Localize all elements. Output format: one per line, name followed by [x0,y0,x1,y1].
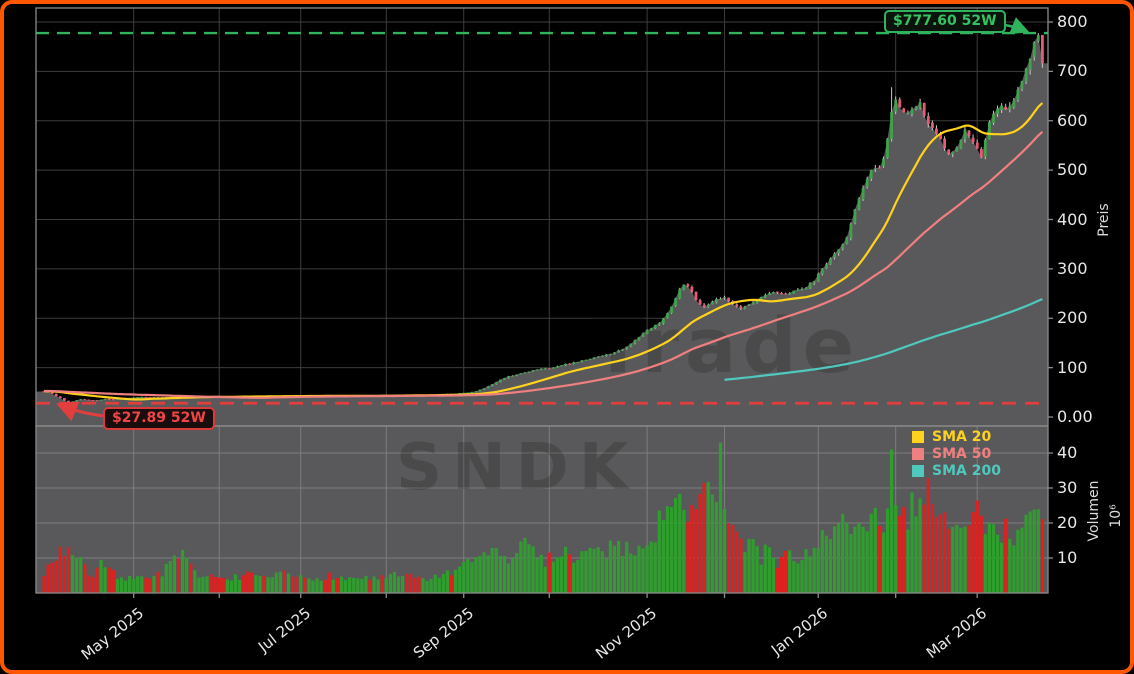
sma50-line [44,130,1044,399]
sma20-swatch-icon [912,430,924,443]
legend-item-sma20: SMA 20 [912,428,1001,445]
low-annotation-arrow [56,401,105,422]
sma20-legend-label: SMA 20 [932,428,992,445]
legend-item-sma50: SMA 50 [912,445,1001,462]
price-axis-title: Preis [1096,203,1112,237]
price-tick-label: 300 [1057,258,1088,278]
volume-bars [42,442,1044,593]
legend-item-sma200: SMA 200 [912,462,1001,479]
ticker-watermark: SNDK [396,431,638,505]
price-tick-label: 100 [1057,357,1088,377]
price-tick-label: 600 [1057,110,1088,130]
volume-tick-label: 40 [1057,443,1078,462]
high-52w-label: $777.60 52W [884,10,1006,33]
volume-axis-scale: 10⁶ [1108,504,1124,528]
price-tick-label: 200 [1057,308,1088,328]
sma200-legend-label: SMA 200 [932,462,1001,479]
price-tick-label: 0.00 [1057,407,1093,426]
price-tick-label: 400 [1057,209,1088,229]
tick-marks [132,21,1053,598]
price-tick-label: 800 [1057,12,1088,31]
sma50-legend-label: SMA 50 [932,445,992,462]
volume-panel-spine [35,425,1049,594]
volume-tick-label: 10 [1057,548,1078,567]
sma200-line [724,298,1043,381]
volume-tick-label: 30 [1057,478,1078,497]
sma-legend: SMA 20 SMA 50 SMA 200 [912,428,1001,479]
sma50-swatch-icon [912,447,924,460]
price-tick-label: 500 [1057,160,1088,180]
sma200-swatch-icon [912,464,924,477]
volume-axis-title: Volumen [1086,480,1102,542]
price-tick-label: 700 [1057,61,1088,81]
low-52w-label: $27.89 52W [103,407,215,430]
brand-watermark: Trade [592,301,860,390]
price-area-fill [36,35,1048,426]
volume-tick-label: 20 [1057,513,1078,532]
